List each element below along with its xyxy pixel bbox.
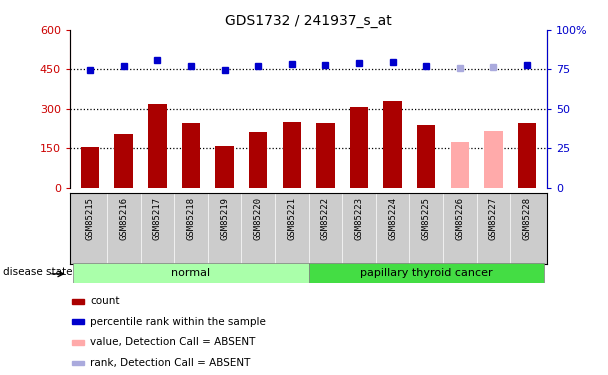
Text: GSM85225: GSM85225	[422, 196, 430, 240]
Text: count: count	[90, 296, 119, 306]
Bar	[308, 262, 544, 283]
Bar	[182, 123, 200, 188]
Bar	[72, 360, 85, 366]
Text: GSM85222: GSM85222	[321, 196, 330, 240]
Text: GSM85221: GSM85221	[287, 196, 296, 240]
Bar	[283, 122, 301, 188]
Title: GDS1732 / 241937_s_at: GDS1732 / 241937_s_at	[225, 13, 392, 28]
Bar	[148, 104, 167, 188]
Text: GSM85228: GSM85228	[522, 196, 531, 240]
Text: GSM85217: GSM85217	[153, 196, 162, 240]
Text: GSM85226: GSM85226	[455, 196, 465, 240]
Bar	[451, 142, 469, 188]
Text: GSM85220: GSM85220	[254, 196, 263, 240]
Bar	[316, 123, 334, 188]
Text: GSM85218: GSM85218	[187, 196, 195, 240]
Bar	[72, 298, 85, 304]
Bar	[74, 262, 309, 283]
Text: disease state: disease state	[4, 267, 73, 277]
Text: normal: normal	[171, 268, 210, 278]
Bar	[350, 107, 368, 188]
Text: value, Detection Call = ABSENT: value, Detection Call = ABSENT	[90, 338, 255, 347]
Bar	[518, 123, 536, 188]
Text: GSM85223: GSM85223	[354, 196, 364, 240]
Bar	[417, 124, 435, 188]
Text: rank, Detection Call = ABSENT: rank, Detection Call = ABSENT	[90, 358, 250, 368]
Text: percentile rank within the sample: percentile rank within the sample	[90, 317, 266, 327]
Text: papillary thyroid cancer: papillary thyroid cancer	[360, 268, 492, 278]
Bar	[384, 101, 402, 188]
Text: GSM85219: GSM85219	[220, 196, 229, 240]
Text: GSM85227: GSM85227	[489, 196, 498, 240]
Bar	[249, 132, 268, 188]
Bar	[72, 340, 85, 345]
Bar	[484, 131, 503, 188]
Text: GSM85216: GSM85216	[119, 196, 128, 240]
Bar	[114, 134, 133, 188]
Bar	[215, 146, 233, 188]
Text: GSM85224: GSM85224	[388, 196, 397, 240]
Bar	[81, 147, 99, 188]
Text: GSM85215: GSM85215	[86, 196, 95, 240]
Bar	[72, 319, 85, 324]
